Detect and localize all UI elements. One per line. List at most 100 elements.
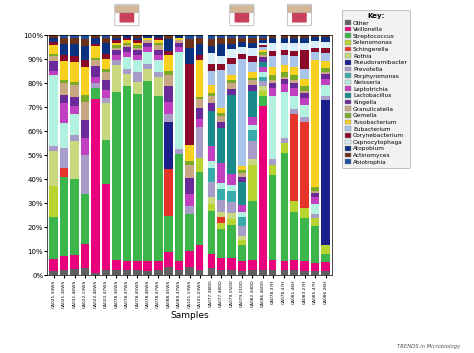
Bar (154, 60, 163, 72)
Bar (227, 80, 236, 83)
Bar (321, 61, 330, 68)
Bar (269, 35, 278, 38)
Bar (101, 80, 110, 90)
Bar (144, 69, 152, 81)
Bar (81, 95, 89, 102)
X-axis label: Samples: Samples (170, 311, 209, 320)
Bar (301, 42, 309, 50)
Bar (301, 78, 309, 86)
Bar (311, 197, 319, 204)
Bar (133, 270, 142, 275)
Bar (164, 122, 173, 169)
Bar (217, 183, 225, 189)
Bar (237, 213, 246, 217)
Bar (81, 39, 89, 46)
Bar (311, 226, 319, 263)
Bar (301, 35, 309, 38)
Bar (227, 225, 236, 258)
Bar (196, 172, 204, 245)
Bar (227, 202, 236, 213)
Bar (279, 153, 288, 261)
Bar (101, 72, 110, 80)
Bar (258, 270, 267, 275)
Bar (70, 97, 79, 106)
Bar (154, 38, 163, 40)
Bar (258, 57, 267, 62)
Bar (206, 53, 215, 64)
Bar (185, 145, 194, 161)
Bar (321, 262, 330, 271)
Bar (112, 65, 121, 92)
Bar (164, 268, 173, 275)
Bar (248, 48, 256, 56)
Legend: Other, Veillonella, Streptococcus, Selenomonas, Schingerella, Rothia, Pseudorami: Other, Veillonella, Streptococcus, Selen… (342, 10, 410, 168)
Bar (123, 40, 131, 43)
Bar (49, 271, 58, 275)
Bar (269, 80, 278, 83)
Bar (101, 140, 110, 184)
Bar (185, 194, 194, 206)
Bar (185, 166, 194, 178)
Bar (237, 59, 246, 166)
Bar (81, 155, 89, 194)
Bar (237, 261, 246, 271)
Bar (269, 38, 278, 43)
Bar (123, 38, 131, 40)
Bar (248, 125, 256, 130)
Bar (164, 86, 173, 102)
Bar (290, 75, 299, 80)
Bar (70, 38, 79, 44)
Bar (227, 174, 236, 185)
Bar (112, 40, 121, 43)
Bar (154, 270, 163, 275)
Bar (311, 187, 319, 191)
Bar (70, 82, 79, 85)
Bar (175, 47, 183, 52)
Bar (144, 42, 152, 47)
Bar (248, 259, 256, 270)
Bar (269, 67, 278, 75)
Bar (196, 55, 204, 60)
Bar (133, 40, 142, 43)
Bar (101, 59, 110, 69)
Bar (49, 45, 58, 54)
Bar (217, 116, 225, 122)
Bar (185, 214, 194, 251)
Bar (196, 100, 204, 108)
Bar (217, 38, 225, 44)
Bar (175, 261, 183, 270)
Bar (196, 38, 204, 44)
Bar (227, 270, 236, 275)
Bar (217, 189, 225, 200)
Bar (269, 51, 278, 56)
Bar (206, 46, 215, 53)
Bar (258, 96, 267, 106)
Bar (196, 158, 204, 172)
Bar (248, 43, 256, 48)
Bar (279, 138, 288, 143)
Bar (101, 103, 110, 140)
Bar (217, 223, 225, 229)
Bar (321, 79, 330, 85)
Bar (311, 52, 319, 60)
Bar (133, 94, 142, 261)
Bar (154, 55, 163, 60)
Bar (227, 95, 236, 174)
Bar (248, 202, 256, 259)
Bar (123, 86, 131, 261)
Bar (237, 35, 246, 38)
Bar (217, 217, 225, 223)
Bar (123, 270, 131, 275)
Bar (237, 178, 246, 182)
Bar (258, 55, 267, 57)
Bar (101, 98, 110, 103)
Bar (70, 179, 79, 255)
Bar (227, 185, 236, 191)
Bar (227, 35, 236, 38)
Bar (164, 102, 173, 114)
Bar (196, 35, 204, 38)
Bar (301, 117, 309, 122)
Bar (279, 143, 288, 153)
Bar (290, 38, 299, 43)
Bar (248, 91, 256, 117)
